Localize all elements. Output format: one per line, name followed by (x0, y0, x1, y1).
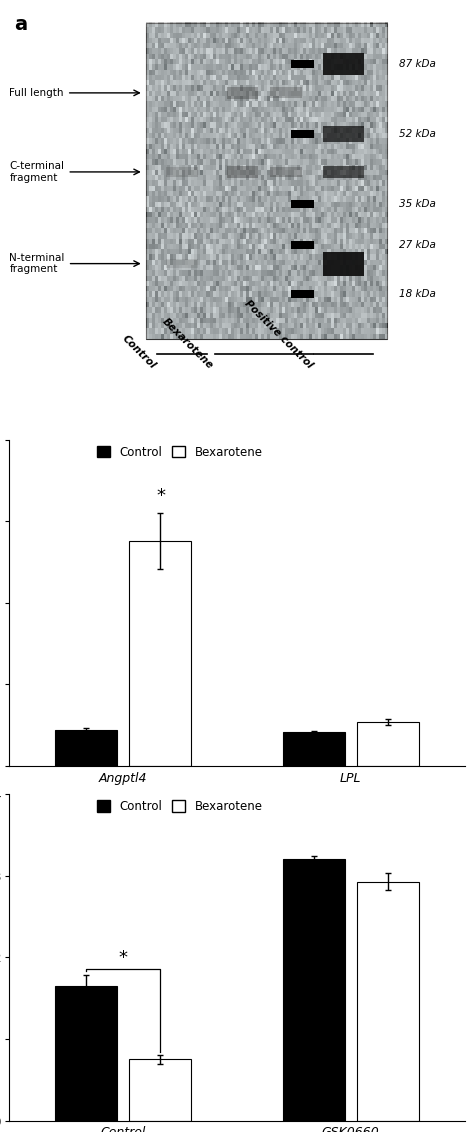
Text: N-terminal
fragment: N-terminal fragment (9, 252, 139, 274)
Bar (283, 731, 345, 766)
Text: 52 kDa: 52 kDa (399, 129, 436, 139)
Bar (55, 730, 117, 766)
Bar (323, 251, 364, 275)
Bar (357, 722, 419, 766)
Text: *: * (119, 950, 128, 967)
Bar (292, 130, 314, 138)
Bar (323, 166, 364, 178)
Bar (227, 166, 258, 178)
Text: *: * (156, 487, 165, 505)
Bar (292, 60, 314, 68)
Text: Positive control: Positive control (242, 299, 314, 370)
Bar (292, 241, 314, 249)
Bar (129, 1060, 191, 1121)
Text: a: a (14, 16, 27, 34)
Text: Bexarotene: Bexarotene (161, 316, 215, 370)
Bar (227, 87, 258, 98)
Bar (323, 53, 364, 76)
Text: Control: Control (120, 333, 157, 370)
Text: 18 kDa: 18 kDa (399, 289, 436, 299)
Bar (270, 166, 302, 177)
Bar (166, 259, 198, 268)
Bar (146, 24, 387, 340)
Bar (292, 290, 314, 298)
Bar (283, 859, 345, 1121)
Legend: Control, Bexarotene: Control, Bexarotene (92, 796, 267, 817)
Text: 35 kDa: 35 kDa (399, 198, 436, 208)
Text: Full length: Full length (9, 88, 139, 97)
Bar (55, 986, 117, 1121)
Bar (323, 126, 364, 142)
Text: 87 kDa: 87 kDa (399, 59, 436, 69)
Legend: Control, Bexarotene: Control, Bexarotene (92, 440, 267, 463)
Bar (166, 166, 198, 177)
Bar (357, 882, 419, 1121)
Text: C-terminal
fragment: C-terminal fragment (9, 161, 139, 182)
Bar (270, 87, 302, 98)
Bar (292, 199, 314, 207)
Bar (129, 541, 191, 766)
Text: 27 kDa: 27 kDa (399, 240, 436, 250)
